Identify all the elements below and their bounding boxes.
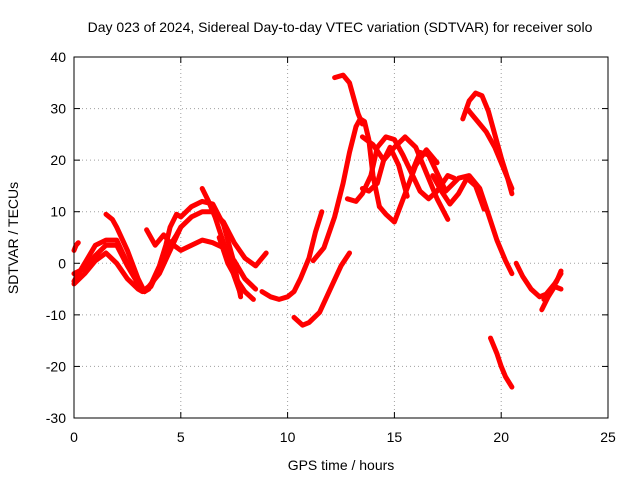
- series-line-sat-k: [310, 116, 382, 264]
- series-line-sat-t: [464, 106, 515, 197]
- series-line-sat-o: [359, 144, 410, 199]
- series-line-sat-j: [291, 250, 352, 328]
- y-tick-label: -30: [46, 410, 66, 426]
- series-line-sat-r: [430, 173, 487, 212]
- y-axis-label: SDTVAR / TECUs: [5, 182, 21, 294]
- series-line-sat-p: [376, 147, 440, 225]
- y-tick-label: -10: [46, 307, 66, 323]
- series-line-sat-f: [144, 227, 259, 292]
- series-line-sat-n: [359, 134, 451, 222]
- y-tick-label: 20: [50, 152, 66, 168]
- x-tick-label: 20: [493, 429, 509, 445]
- series-line-sat-u: [488, 335, 515, 390]
- x-tick-label: 25: [600, 429, 616, 445]
- y-tick-label: 30: [50, 101, 66, 117]
- chart-title: Day 023 of 2024, Sidereal Day-to-day VTE…: [88, 19, 593, 35]
- y-tick-label: 10: [50, 204, 66, 220]
- axis-ticks: 0 5 10 15 20 25 -30 -20 -10 0 10 20 30 40: [46, 49, 616, 445]
- y-tick-label: -20: [46, 358, 66, 374]
- series-line-sat-d: [71, 224, 184, 295]
- series-line-sat-l: [332, 72, 365, 127]
- series-line-sat-q: [409, 149, 515, 277]
- y-tick-label: 40: [50, 49, 66, 65]
- series-line-sat-x: [541, 268, 564, 302]
- data-series: [71, 72, 564, 390]
- series-line-sat-a: [71, 240, 81, 253]
- x-tick-label: 5: [177, 429, 185, 445]
- y-tick-label: 0: [58, 255, 66, 271]
- x-tick-label: 0: [70, 429, 78, 445]
- x-tick-label: 10: [280, 429, 296, 445]
- series-line-sat-h: [216, 235, 256, 302]
- series-line-sat-i: [259, 209, 325, 302]
- plot-frame: [73, 56, 609, 419]
- x-tick-label: 15: [387, 429, 403, 445]
- x-axis-label: GPS time / hours: [288, 457, 395, 473]
